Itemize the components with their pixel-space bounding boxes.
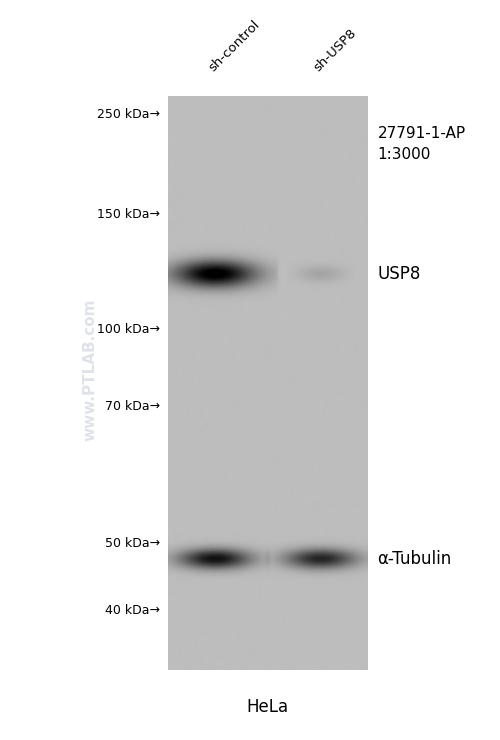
Text: 50 kDa→: 50 kDa→ <box>105 537 160 551</box>
Text: USP8: USP8 <box>378 265 421 283</box>
Text: sh-USP8: sh-USP8 <box>311 27 358 74</box>
Text: www.PTLAB.com: www.PTLAB.com <box>82 299 98 441</box>
Text: 27791-1-AP
1:3000: 27791-1-AP 1:3000 <box>378 126 466 162</box>
Text: HeLa: HeLa <box>246 698 288 716</box>
Text: 70 kDa→: 70 kDa→ <box>105 400 160 414</box>
Text: 100 kDa→: 100 kDa→ <box>97 323 160 336</box>
Text: 150 kDa→: 150 kDa→ <box>97 208 160 221</box>
Text: sh-control: sh-control <box>206 18 262 74</box>
Text: α-Tubulin: α-Tubulin <box>378 550 452 568</box>
Text: 250 kDa→: 250 kDa→ <box>97 108 160 121</box>
Text: 40 kDa→: 40 kDa→ <box>105 604 160 617</box>
